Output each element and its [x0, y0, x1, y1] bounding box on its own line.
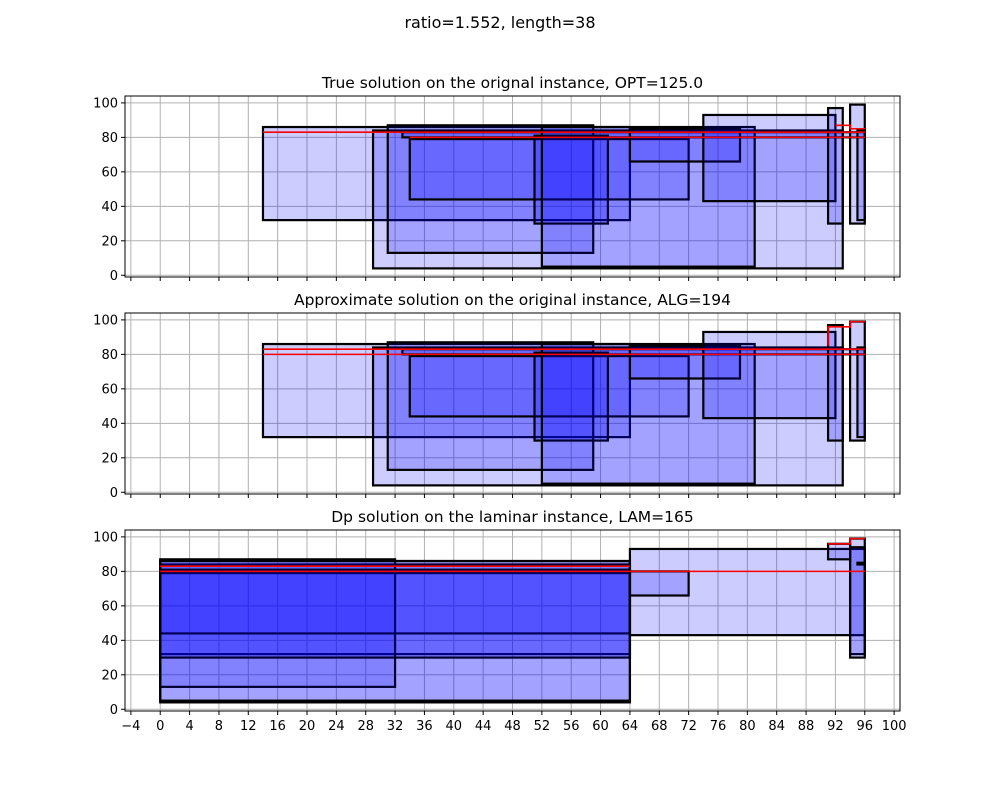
- solution-rectangle: [533, 134, 610, 225]
- x-tick-label: 16: [269, 719, 286, 734]
- x-tick-label: 48: [504, 719, 521, 734]
- solution-rectangle: [386, 341, 595, 471]
- red-line: [828, 537, 865, 545]
- y-tick-label: 60: [101, 382, 118, 397]
- panel-title: Approximate solution on the original ins…: [294, 291, 731, 309]
- solution-rectangle: [540, 342, 756, 485]
- solution-rectangle: [856, 346, 866, 439]
- y-tick-label: 40: [101, 634, 118, 649]
- solution-rectangle: [408, 137, 690, 201]
- solution-rectangle: [261, 125, 632, 222]
- y-tick-label: 20: [101, 451, 118, 466]
- solution-rectangle: [826, 542, 852, 561]
- solution-rectangle: [702, 330, 837, 420]
- x-tick-label: 8: [215, 719, 223, 734]
- solution-rectangle: [856, 561, 866, 566]
- solution-rectangle: [159, 559, 632, 702]
- y-tick-label: 60: [101, 599, 118, 614]
- y-tick-label: 20: [101, 668, 118, 683]
- x-tick-label: 68: [651, 719, 668, 734]
- y-tick-label: 60: [101, 165, 118, 180]
- solution-rectangle: [628, 547, 866, 637]
- x-tick-label: 76: [710, 719, 727, 734]
- solution-rectangle: [628, 127, 742, 163]
- x-tick-label: 0: [156, 719, 164, 734]
- x-tick-label: 88: [798, 719, 815, 734]
- y-tick-label: 40: [101, 200, 118, 215]
- y-tick-label: 40: [101, 417, 118, 432]
- x-tick-label: 64: [622, 719, 639, 734]
- y-tick-label: 80: [101, 565, 118, 580]
- x-tick-label: 56: [563, 719, 580, 734]
- x-tick-label: 100: [882, 719, 907, 734]
- y-tick-label: 100: [93, 96, 118, 111]
- y-tick-label: 0: [110, 703, 118, 718]
- y-tick-label: 0: [110, 269, 118, 284]
- x-tick-label: 20: [299, 719, 316, 734]
- solution-rectangle: [159, 571, 632, 635]
- solution-rectangle: [386, 124, 595, 254]
- red-line: [835, 124, 865, 130]
- x-tick-label: 84: [768, 719, 785, 734]
- x-tick-label: 52: [534, 719, 551, 734]
- solution-rectangle: [848, 546, 866, 659]
- panel-title: True solution on the orignal instance, O…: [321, 74, 703, 92]
- panel-title: Dp solution on the laminar instance, LAM…: [331, 508, 694, 526]
- x-tick-label: 28: [357, 719, 374, 734]
- panels: True solution on the orignal instance, O…: [93, 74, 906, 734]
- solution-rectangle: [261, 342, 632, 439]
- solution-rectangle: [628, 344, 742, 380]
- solution-rectangle: [533, 351, 610, 442]
- x-tick-label: −4: [121, 719, 140, 734]
- rect-group: [261, 320, 866, 487]
- solution-rectangle: [826, 323, 844, 442]
- panel-2: Approximate solution on the original ins…: [93, 291, 901, 501]
- y-tick-label: 80: [101, 348, 118, 363]
- figure-suptitle: ratio=1.552, length=38: [404, 13, 595, 32]
- x-tick-label: 96: [856, 719, 873, 734]
- rect-group: [159, 537, 866, 704]
- x-tick-label: 60: [592, 719, 609, 734]
- solution-rectangle: [540, 125, 756, 268]
- x-tick-label: 92: [827, 719, 844, 734]
- y-tick-label: 20: [101, 234, 118, 249]
- x-tick-label: 24: [328, 719, 345, 734]
- solution-rectangle: [702, 113, 837, 203]
- x-tick-label: 12: [240, 719, 257, 734]
- x-tick-label: 4: [185, 719, 193, 734]
- x-tick-label: 36: [416, 719, 433, 734]
- solution-rectangle: [408, 354, 690, 418]
- x-tick-label: 44: [475, 719, 492, 734]
- panel-1: True solution on the orignal instance, O…: [93, 74, 901, 284]
- x-tick-label: 80: [739, 719, 756, 734]
- solution-rectangle: [159, 558, 397, 688]
- panel-3: Dp solution on the laminar instance, LAM…: [93, 508, 906, 734]
- x-tick-label: 32: [387, 719, 404, 734]
- x-tick-label: 72: [680, 719, 697, 734]
- y-tick-label: 80: [101, 131, 118, 146]
- x-tick-label: 40: [446, 719, 463, 734]
- solution-rectangle: [628, 570, 690, 597]
- y-tick-label: 100: [93, 313, 118, 328]
- red-line: [827, 320, 865, 346]
- solution-rectangle: [856, 129, 866, 222]
- y-tick-label: 0: [110, 486, 118, 501]
- y-tick-label: 100: [93, 530, 118, 545]
